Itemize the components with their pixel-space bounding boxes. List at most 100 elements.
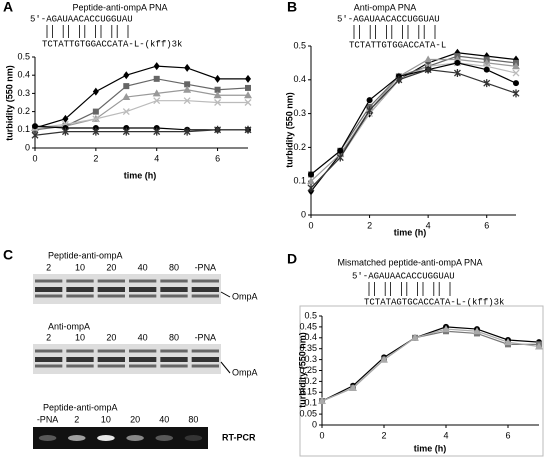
- gel-image: [33, 274, 221, 304]
- gel-band: [129, 294, 157, 298]
- lane-label: 20: [130, 414, 140, 424]
- gel-band: [97, 349, 125, 353]
- gel-band: [191, 279, 219, 283]
- gel-band: [160, 294, 188, 298]
- x-tick-label: 0: [308, 220, 313, 230]
- y-tick-label: 0.1: [304, 398, 317, 408]
- gel-band: [184, 435, 203, 441]
- marker: [454, 59, 461, 66]
- marker: [214, 74, 221, 83]
- marker: [512, 89, 520, 98]
- sequence: TCTATAGTGCACCATA-L-(kff)3k: [364, 297, 504, 307]
- marker: [483, 79, 491, 88]
- lane-label: -PNA: [37, 414, 59, 424]
- y-tick-label: 0.5: [304, 310, 317, 320]
- series-line: [321, 326, 540, 402]
- lane-label: 10: [75, 332, 85, 342]
- x-tick-label: 4: [443, 430, 448, 440]
- marker: [337, 147, 344, 154]
- gel-band: [35, 294, 63, 298]
- chart-title: Peptide-anti-ompA PNA: [72, 2, 167, 12]
- marker: [123, 83, 130, 90]
- gel-band: [97, 357, 125, 362]
- y-tick-label: 0.15: [299, 387, 317, 397]
- band-pointer: [220, 291, 231, 298]
- marker: [307, 183, 315, 192]
- sequence: TCTATTGTGGACCATA-L-(kff)3k: [42, 39, 182, 49]
- panel-letter: D: [287, 251, 297, 267]
- lane-label: 80: [169, 262, 179, 272]
- y-tick-label: 0.3: [17, 88, 30, 98]
- sequence: TCTATTGTGGACCATA-L: [349, 40, 446, 50]
- lane-label: 40: [138, 332, 148, 342]
- lane-label: -PNA: [195, 332, 217, 342]
- lane-label: 20: [106, 262, 116, 272]
- gel-band: [35, 287, 63, 292]
- marker: [153, 62, 160, 71]
- marker: [473, 327, 481, 335]
- chart-title: Anti-ompA PNA: [354, 2, 417, 12]
- y-axis-title: turbidity (550 nm): [297, 332, 307, 408]
- panel-letter: C: [3, 247, 13, 263]
- y-tick-label: 0: [312, 419, 317, 429]
- marker: [122, 127, 130, 136]
- x-tick-label: 4: [154, 153, 159, 163]
- gel-band: [160, 349, 188, 353]
- y-tick-label: 0.4: [17, 70, 30, 80]
- gel-band: [66, 279, 94, 283]
- x-axis-title: time (h): [414, 443, 447, 453]
- y-tick-label: 0.25: [299, 365, 317, 375]
- marker: [512, 62, 520, 70]
- gel-band: [129, 364, 157, 368]
- marker: [184, 63, 191, 72]
- marker: [366, 106, 374, 115]
- band-label: RT-PCR: [222, 432, 256, 442]
- marker: [395, 75, 403, 84]
- series-line: [310, 58, 517, 182]
- sequence: 5'-AGAUAACACCUGGUAU: [352, 271, 455, 281]
- marker: [424, 65, 432, 74]
- gel-title: Anti-ompA: [48, 321, 90, 331]
- marker: [442, 325, 450, 333]
- lane-label: 80: [188, 414, 198, 424]
- series-line: [310, 62, 517, 175]
- marker: [512, 69, 520, 77]
- x-tick-label: 4: [426, 220, 431, 230]
- y-tick-label: 0.45: [299, 321, 317, 331]
- sequence: 5'-AGAUAACACCUGGUAU: [30, 14, 133, 24]
- gel-band: [191, 294, 219, 298]
- marker: [245, 84, 251, 91]
- y-tick-label: 0.4: [293, 74, 306, 84]
- gel-band: [160, 364, 188, 368]
- y-tick-label: 0.5: [17, 51, 30, 61]
- marker: [318, 397, 326, 405]
- marker: [214, 86, 221, 93]
- gel-band: [126, 435, 144, 441]
- gel-band: [35, 279, 63, 283]
- marker: [504, 338, 512, 346]
- marker: [61, 127, 69, 136]
- lane-label: 10: [101, 414, 111, 424]
- series-line: [34, 100, 248, 129]
- marker: [366, 97, 373, 104]
- lane-label: 40: [138, 262, 148, 272]
- lane-label: -PNA: [195, 262, 217, 272]
- marker: [92, 108, 99, 115]
- marker: [245, 74, 251, 83]
- marker: [453, 69, 461, 78]
- marker: [535, 342, 543, 350]
- x-tick-label: 6: [215, 153, 220, 163]
- panel-letter: A: [3, 0, 13, 15]
- marker: [184, 81, 191, 88]
- marker: [244, 91, 252, 99]
- lane-label: 2: [74, 414, 79, 424]
- gel-band: [38, 435, 57, 441]
- marker: [153, 75, 160, 82]
- gel-band: [155, 435, 173, 441]
- panel-letter: B: [287, 0, 297, 15]
- y-axis-title: turbidity (550 nm): [4, 65, 14, 141]
- gel-band: [97, 287, 125, 292]
- gel-band: [129, 357, 157, 362]
- y-tick-label: 0.1: [293, 176, 306, 186]
- y-tick-label: 0.05: [299, 408, 317, 418]
